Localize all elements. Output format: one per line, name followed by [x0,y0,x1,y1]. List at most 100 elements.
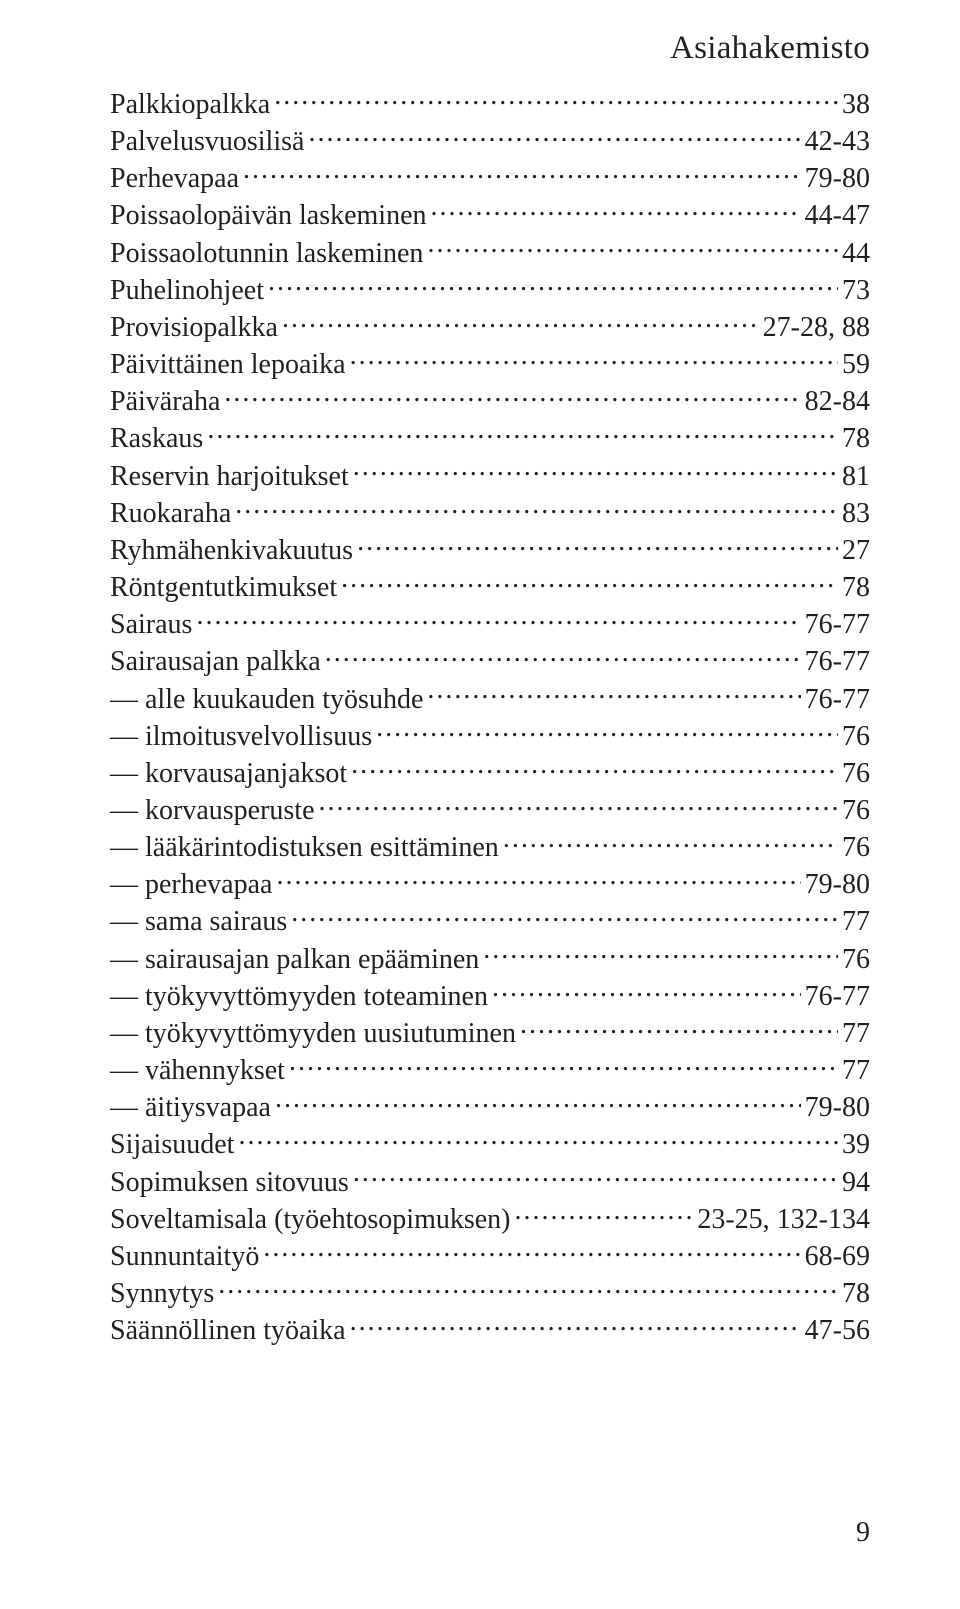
index-entry: korvausajanjaksot 76 [110,754,870,791]
index-page: 47-56 [805,1314,870,1348]
leader-dots [357,531,838,559]
index-page: 82-84 [805,385,870,419]
index-term: Ryhmähenkivakuutus [110,534,353,568]
index-page: 76 [842,757,870,791]
index-page: 79-80 [805,162,870,196]
index-entry: Päiväraha 82-84 [110,382,870,419]
index-term: Poissaolopäivän laskeminen [110,199,427,233]
index-term: Päiväraha [110,385,220,419]
index-term: Palkkiopalkka [110,88,270,122]
index-page: 81 [842,460,870,494]
index-term: Sopimuksen sitovuus [110,1166,349,1200]
index-page: 76-77 [805,980,870,1014]
index-page: 78 [842,571,870,605]
leader-dots [376,717,838,745]
index-term: Provisiopalkka [110,311,278,345]
index-page: 76 [842,831,870,865]
index-entry: äitiysvapaa79-80 [110,1088,870,1125]
index-page: 39 [842,1128,870,1162]
index-entry: Sopimuksen sitovuus 94 [110,1163,870,1200]
index-page: 77 [842,1017,870,1051]
leader-dots [427,680,800,708]
leader-dots [520,1014,838,1042]
index-entry: Palkkiopalkka38 [110,85,870,122]
leader-dots [235,494,838,522]
leader-dots [427,234,838,262]
leader-dots [350,345,838,373]
leader-dots [325,642,801,670]
leader-dots [351,754,838,782]
leader-dots [319,791,838,819]
index-term: sairausajan palkan epääminen [110,943,479,977]
leader-dots [238,1125,838,1153]
leader-dots [308,122,800,150]
index-entry: Ryhmähenkivakuutus 27 [110,531,870,568]
leader-dots [353,457,838,485]
index-entry: Soveltamisala (työehtosopimuksen)23-25, … [110,1200,870,1237]
index-entry: vähennykset 77 [110,1051,870,1088]
index-term: Päivittäinen lepoaika [110,348,346,382]
index-page: 44 [842,237,870,271]
index-term: ilmoitusvelvollisuus [110,720,372,754]
leader-dots [291,902,838,930]
leader-dots [218,1274,838,1302]
index-term: vähennykset [110,1054,285,1088]
index-entry: Sairaus 76-77 [110,605,870,642]
index-term: sama sairaus [110,905,287,939]
index-entry: Säännöllinen työaika47-56 [110,1311,870,1348]
index-page: 76-77 [805,608,870,642]
leader-dots [341,568,838,596]
index-page: 76-77 [805,645,870,679]
index-term: työkyvyttömyyden toteaminen [110,980,488,1014]
index-page: 77 [842,905,870,939]
leader-dots [503,828,838,856]
index-page: 76 [842,720,870,754]
leader-dots [515,1200,694,1228]
index-entry: Poissaolopäivän laskeminen44-47 [110,196,870,233]
index-entry: Perhevapaa79-80 [110,159,870,196]
index-term: Sairausajan palkka [110,645,321,679]
index-term: Puhelinohjeet [110,274,264,308]
leader-dots [276,865,800,893]
index-entry: työkyvyttömyyden uusiutuminen77 [110,1014,870,1051]
index-entry: sairausajan palkan epääminen76 [110,940,870,977]
leader-dots [492,977,801,1005]
index-entry: korvausperuste76 [110,791,870,828]
index-entry: Päivittäinen lepoaika 59 [110,345,870,382]
leader-dots [353,1163,838,1191]
index-entry: Raskaus78 [110,419,870,456]
index-term: Synnytys [110,1277,214,1311]
page-number: 9 [856,1517,870,1549]
leader-dots [243,159,801,187]
index-page: 42-43 [805,125,870,159]
index-term: korvausajanjaksot [110,757,347,791]
index-entry: lääkärintodistuksen esittäminen 76 [110,828,870,865]
index-entry: Palvelusvuosilisä42-43 [110,122,870,159]
index-page: 59 [842,348,870,382]
index-list: Palkkiopalkka38Palvelusvuosilisä42-43Per… [110,85,870,1348]
index-term: Röntgentutkimukset [110,571,337,605]
index-page: 94 [842,1166,870,1200]
index-page: 23-25, 132-134 [697,1203,870,1237]
index-entry: ilmoitusvelvollisuus 76 [110,717,870,754]
index-page: 76 [842,794,870,828]
index-page: 77 [842,1054,870,1088]
index-entry: Provisiopalkka27-28, 88 [110,308,870,345]
index-page: 79-80 [805,868,870,902]
index-term: lääkärintodistuksen esittäminen [110,831,499,865]
leader-dots [289,1051,838,1079]
index-term: Sairaus [110,608,192,642]
index-entry: perhevapaa79-80 [110,865,870,902]
leader-dots [275,1088,801,1116]
index-page: 27 [842,534,870,568]
index-entry: Röntgentutkimukset 78 [110,568,870,605]
index-header: Asiahakemisto [110,30,870,67]
index-entry: Puhelinohjeet73 [110,271,870,308]
index-entry: työkyvyttömyyden toteaminen 76-77 [110,977,870,1014]
leader-dots [196,605,800,633]
index-page: 83 [842,497,870,531]
index-term: äitiysvapaa [110,1091,271,1125]
leader-dots [263,1237,800,1265]
index-entry: Sairausajan palkka 76-77 [110,642,870,679]
leader-dots [350,1311,801,1339]
